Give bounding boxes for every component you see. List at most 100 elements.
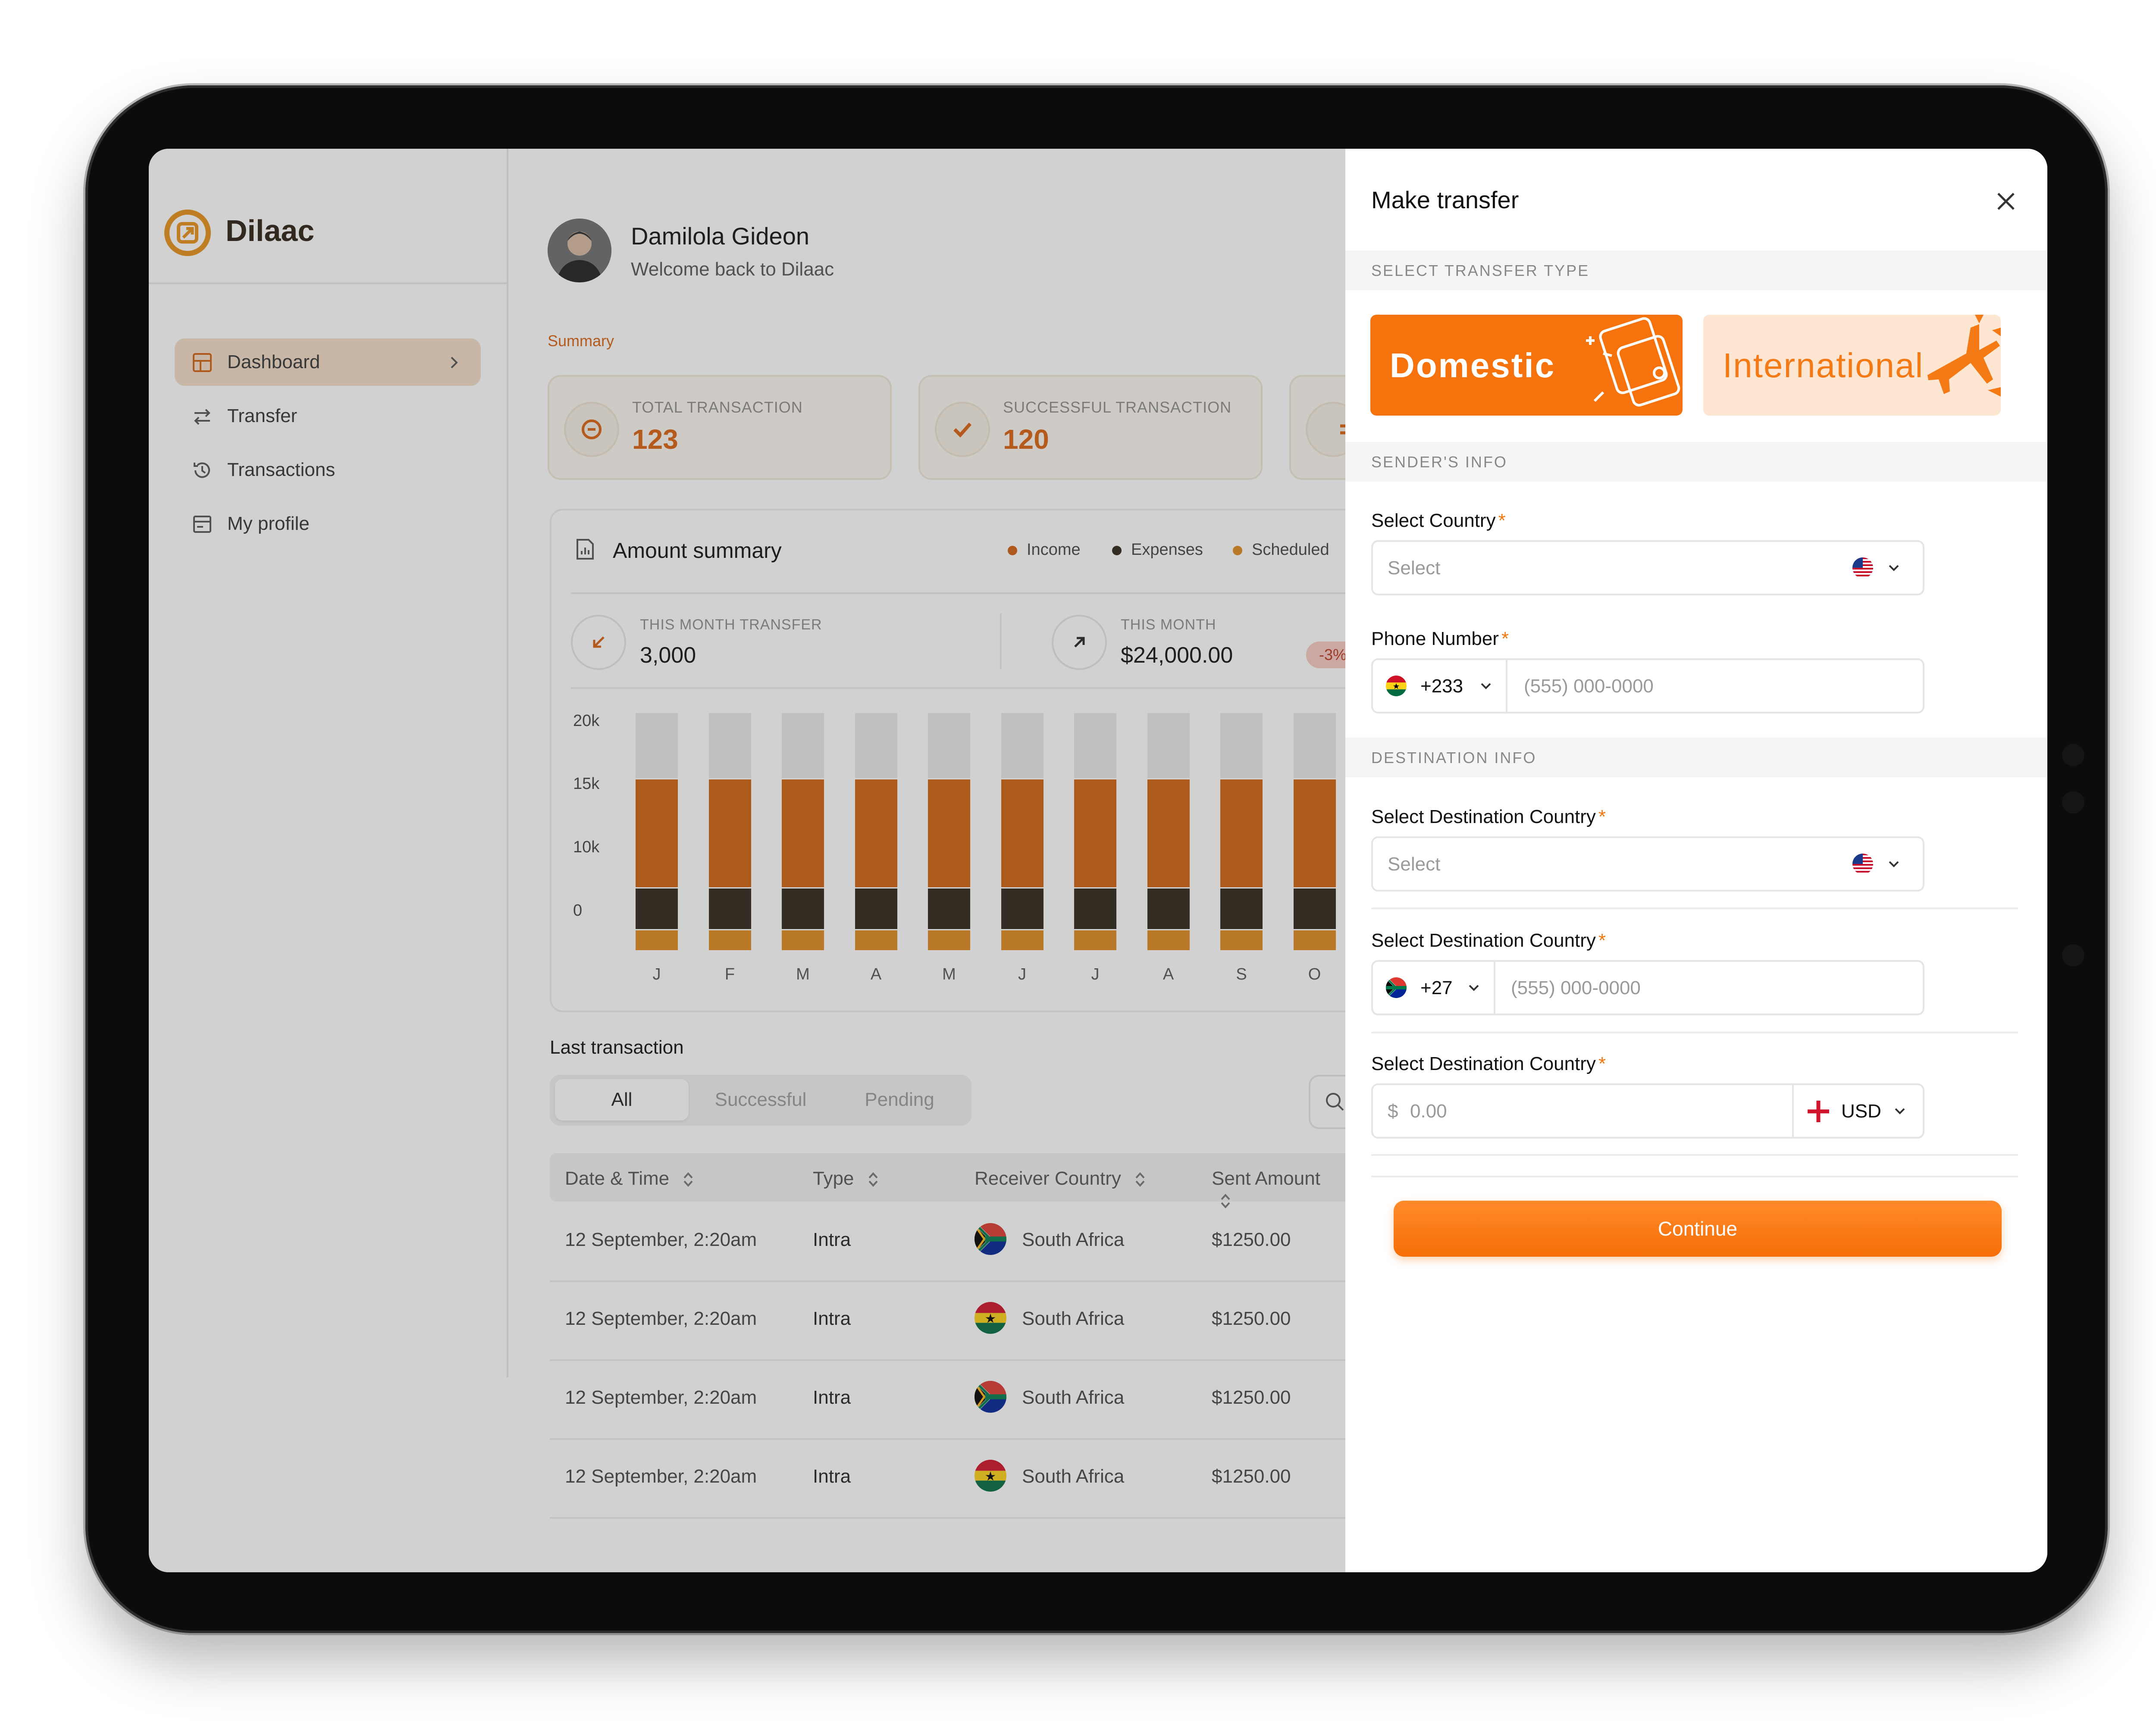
us-flag-icon xyxy=(1852,557,1873,578)
column-sent-amount[interactable]: Sent Amount xyxy=(1212,1168,1345,1211)
avatar[interactable] xyxy=(548,219,611,282)
continue-button[interactable]: Continue xyxy=(1394,1201,2002,1257)
bar-scheduled-8 xyxy=(1220,929,1263,950)
bar-expenses-9 xyxy=(1293,887,1336,930)
tab-all[interactable]: All xyxy=(555,1079,689,1120)
summary-label: Summary xyxy=(548,332,614,350)
us-flag-icon xyxy=(1852,854,1873,874)
bar-expenses-8 xyxy=(1220,887,1263,930)
amount-field: $ 0.00 USD xyxy=(1371,1083,1924,1139)
bar-expenses-3 xyxy=(855,887,897,930)
row-amount: $1250.00 xyxy=(1212,1308,1291,1329)
bar-scheduled-2 xyxy=(782,929,824,950)
sidebar-item-transactions[interactable]: Transactions xyxy=(175,446,481,494)
card-label: TOTAL TRANSACTION xyxy=(632,398,803,416)
bar-income-5 xyxy=(1001,778,1044,889)
card-icon-wrap xyxy=(564,402,619,457)
welcome-text: Welcome back to Dilaac xyxy=(631,259,834,280)
destination-phone-label: Select Destination Country * xyxy=(1371,930,1606,951)
x-tick: J xyxy=(652,965,661,983)
bar-expenses-6 xyxy=(1074,887,1116,930)
row-date: 12 September, 2:20am xyxy=(565,1387,757,1408)
divider xyxy=(571,687,1369,689)
tab-pending[interactable]: Pending xyxy=(865,1089,934,1110)
bar-scheduled-1 xyxy=(708,929,751,950)
bar-remaining-4 xyxy=(928,713,970,780)
bar-remaining-0 xyxy=(636,713,678,780)
divider xyxy=(1371,1176,2018,1177)
chevron-down-icon xyxy=(1469,985,1479,991)
legend-expenses: Expenses xyxy=(1112,541,1203,559)
currency-select[interactable]: USD xyxy=(1792,1085,1924,1137)
row-date: 12 September, 2:20am xyxy=(565,1466,757,1487)
phone-placeholder[interactable]: (555) 000-0000 xyxy=(1511,977,1641,998)
sidebar: Dilaac Dashboard Transfer xyxy=(149,149,508,1377)
card-label: SUCCESSFUL TRANSACTION xyxy=(1003,398,1232,416)
sender-country-select[interactable]: Select xyxy=(1371,540,1924,595)
bar-income-8 xyxy=(1220,778,1263,889)
south-africa-flag-icon xyxy=(1386,977,1407,998)
domestic-label: Domestic xyxy=(1390,346,1556,385)
amount-input[interactable]: 0.00 xyxy=(1410,1101,1447,1122)
table-row[interactable]: 12 September, 2:20am Intra South Africa $12… xyxy=(550,1438,1345,1519)
placeholder: Select xyxy=(1388,557,1441,579)
column-label: Type xyxy=(813,1168,854,1189)
bar-scheduled-5 xyxy=(1001,929,1044,950)
airplane-icon xyxy=(1927,315,2001,397)
domestic-option[interactable]: Domestic xyxy=(1370,315,1683,416)
sidebar-item-dashboard[interactable]: Dashboard xyxy=(175,338,481,386)
tab-successful[interactable]: Successful xyxy=(714,1089,807,1110)
bar-remaining-2 xyxy=(782,713,824,780)
required-mark: * xyxy=(1598,1053,1606,1074)
x-tick: J xyxy=(1018,965,1026,983)
phone-placeholder[interactable]: (555) 000-0000 xyxy=(1524,676,1654,697)
bar-scheduled-4 xyxy=(928,929,970,950)
ghana-flag-icon xyxy=(1386,676,1407,696)
grid-icon xyxy=(193,353,212,372)
column-date[interactable]: Date & Time xyxy=(565,1168,694,1189)
table-row[interactable]: 12 September, 2:20am Intra South Africa $12… xyxy=(550,1202,1345,1282)
destination-phone-field: +27 (555) 000-0000 xyxy=(1371,960,1924,1015)
column-receiver-country[interactable]: Receiver Country xyxy=(975,1168,1146,1189)
sidebar-item-my-profile[interactable]: My profile xyxy=(175,500,481,548)
destination-country-code-select[interactable]: +27 xyxy=(1373,962,1495,1014)
minus-circle-icon xyxy=(582,419,602,439)
bar-remaining-9 xyxy=(1293,713,1336,780)
x-tick: M xyxy=(942,965,956,983)
sensor-dot xyxy=(2062,791,2084,814)
x-tick: O xyxy=(1308,965,1321,983)
y-tick: 20k xyxy=(573,712,600,730)
column-type[interactable]: Type xyxy=(813,1168,879,1189)
sender-country-code-select[interactable]: +233 xyxy=(1373,660,1507,712)
this-month-value: $24,000.00 xyxy=(1121,643,1233,668)
row-amount: $1250.00 xyxy=(1212,1387,1291,1408)
y-tick: 0 xyxy=(573,901,583,920)
destination-country-select[interactable]: Select xyxy=(1371,836,1924,892)
arrow-down-left-icon xyxy=(593,636,605,648)
table-row[interactable]: 12 September, 2:20am Intra South Africa $12… xyxy=(550,1280,1345,1361)
sidebar-item-label: Transactions xyxy=(227,459,335,480)
bar-expenses-7 xyxy=(1147,887,1190,930)
card-value: 120 xyxy=(1003,424,1049,455)
close-icon[interactable] xyxy=(1992,188,2020,215)
row-amount: $1250.00 xyxy=(1212,1229,1291,1250)
panel-title: Make transfer xyxy=(1371,186,1519,213)
ghana-flag-icon xyxy=(975,1302,1006,1334)
x-tick: A xyxy=(1163,965,1174,983)
england-flag-icon xyxy=(1808,1101,1829,1122)
bar-scheduled-9 xyxy=(1293,929,1336,950)
bar-expenses-5 xyxy=(1001,887,1044,930)
dilaac-logo-icon xyxy=(164,210,211,256)
arrow-out-badge xyxy=(1052,615,1107,670)
table-row[interactable]: 12 September, 2:20am Intra South Africa $12… xyxy=(550,1359,1345,1440)
sender-phone-label: Phone Number * xyxy=(1371,628,1509,650)
successful-transaction-card: SUCCESSFUL TRANSACTION 120 xyxy=(918,375,1263,480)
y-tick: 15k xyxy=(573,775,600,793)
international-label: International xyxy=(1723,346,1924,385)
row-type: Intra xyxy=(813,1466,851,1487)
bar-income-1 xyxy=(708,778,751,889)
international-option[interactable]: International xyxy=(1703,315,2001,416)
bar-scheduled-6 xyxy=(1074,929,1116,950)
sidebar-item-transfer[interactable]: Transfer xyxy=(175,392,481,440)
